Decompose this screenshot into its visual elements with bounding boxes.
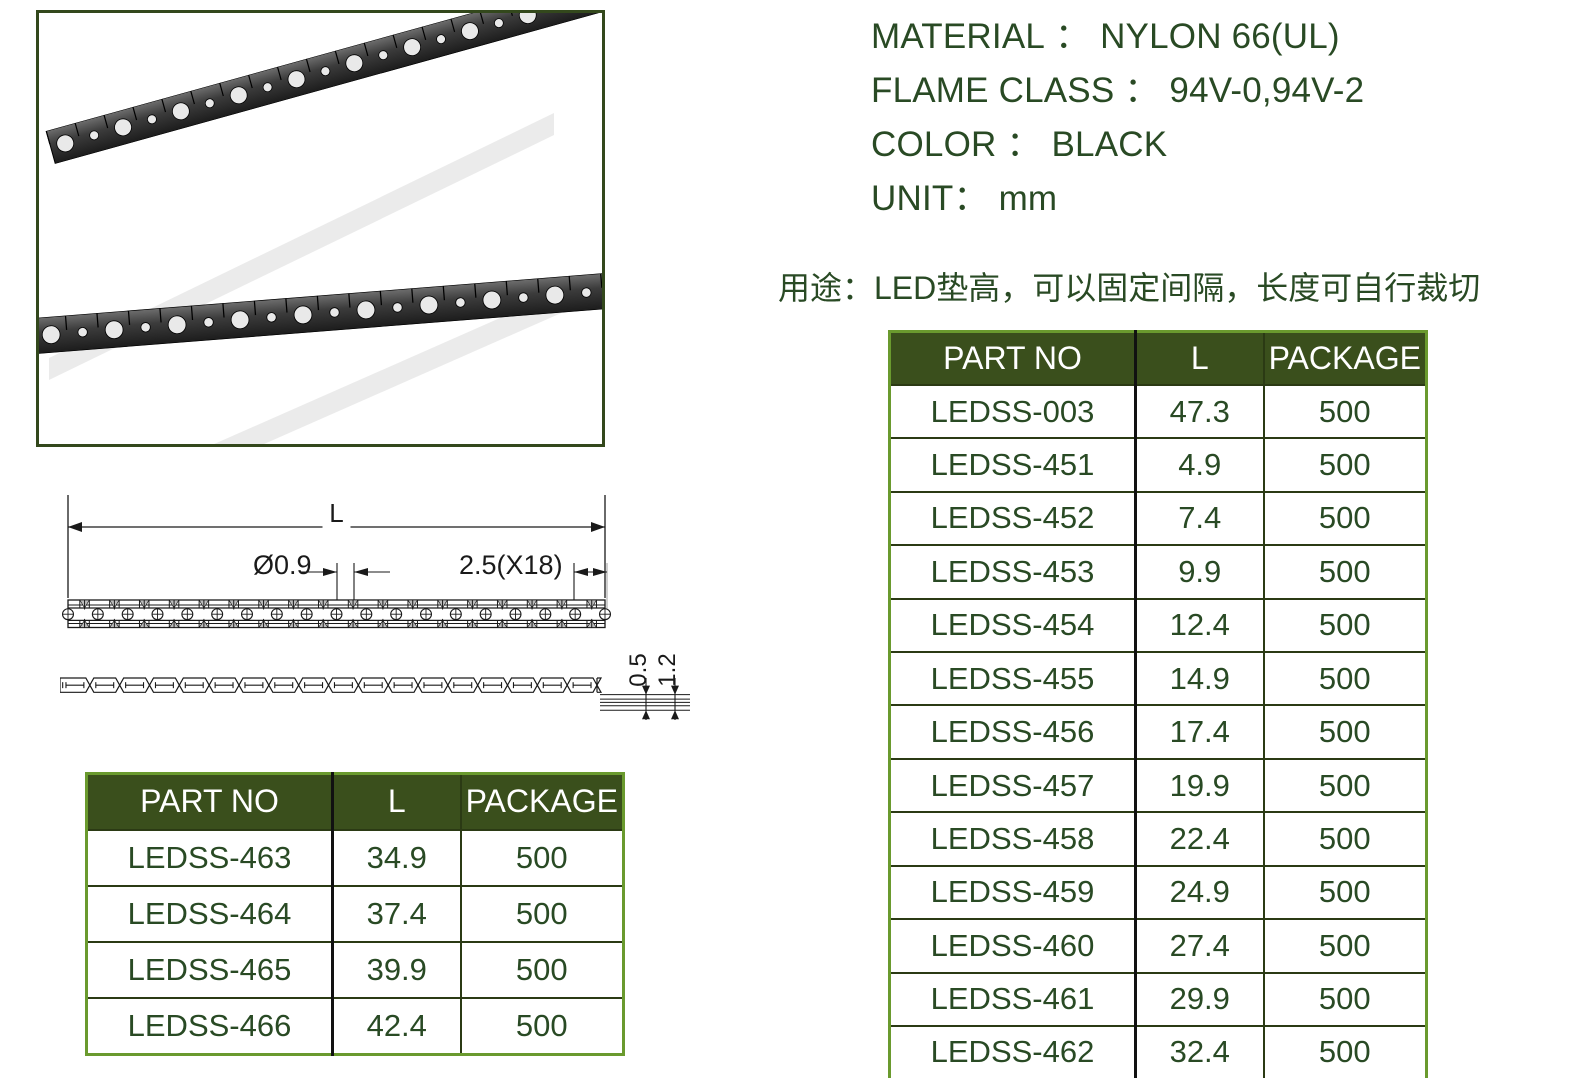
svg-text:0.5: 0.5 — [625, 653, 652, 686]
svg-text:L: L — [329, 498, 343, 528]
svg-text:2.5(X18): 2.5(X18) — [459, 550, 563, 580]
svg-text:Ø0.9: Ø0.9 — [253, 550, 312, 580]
svg-text:1.2: 1.2 — [654, 653, 681, 686]
